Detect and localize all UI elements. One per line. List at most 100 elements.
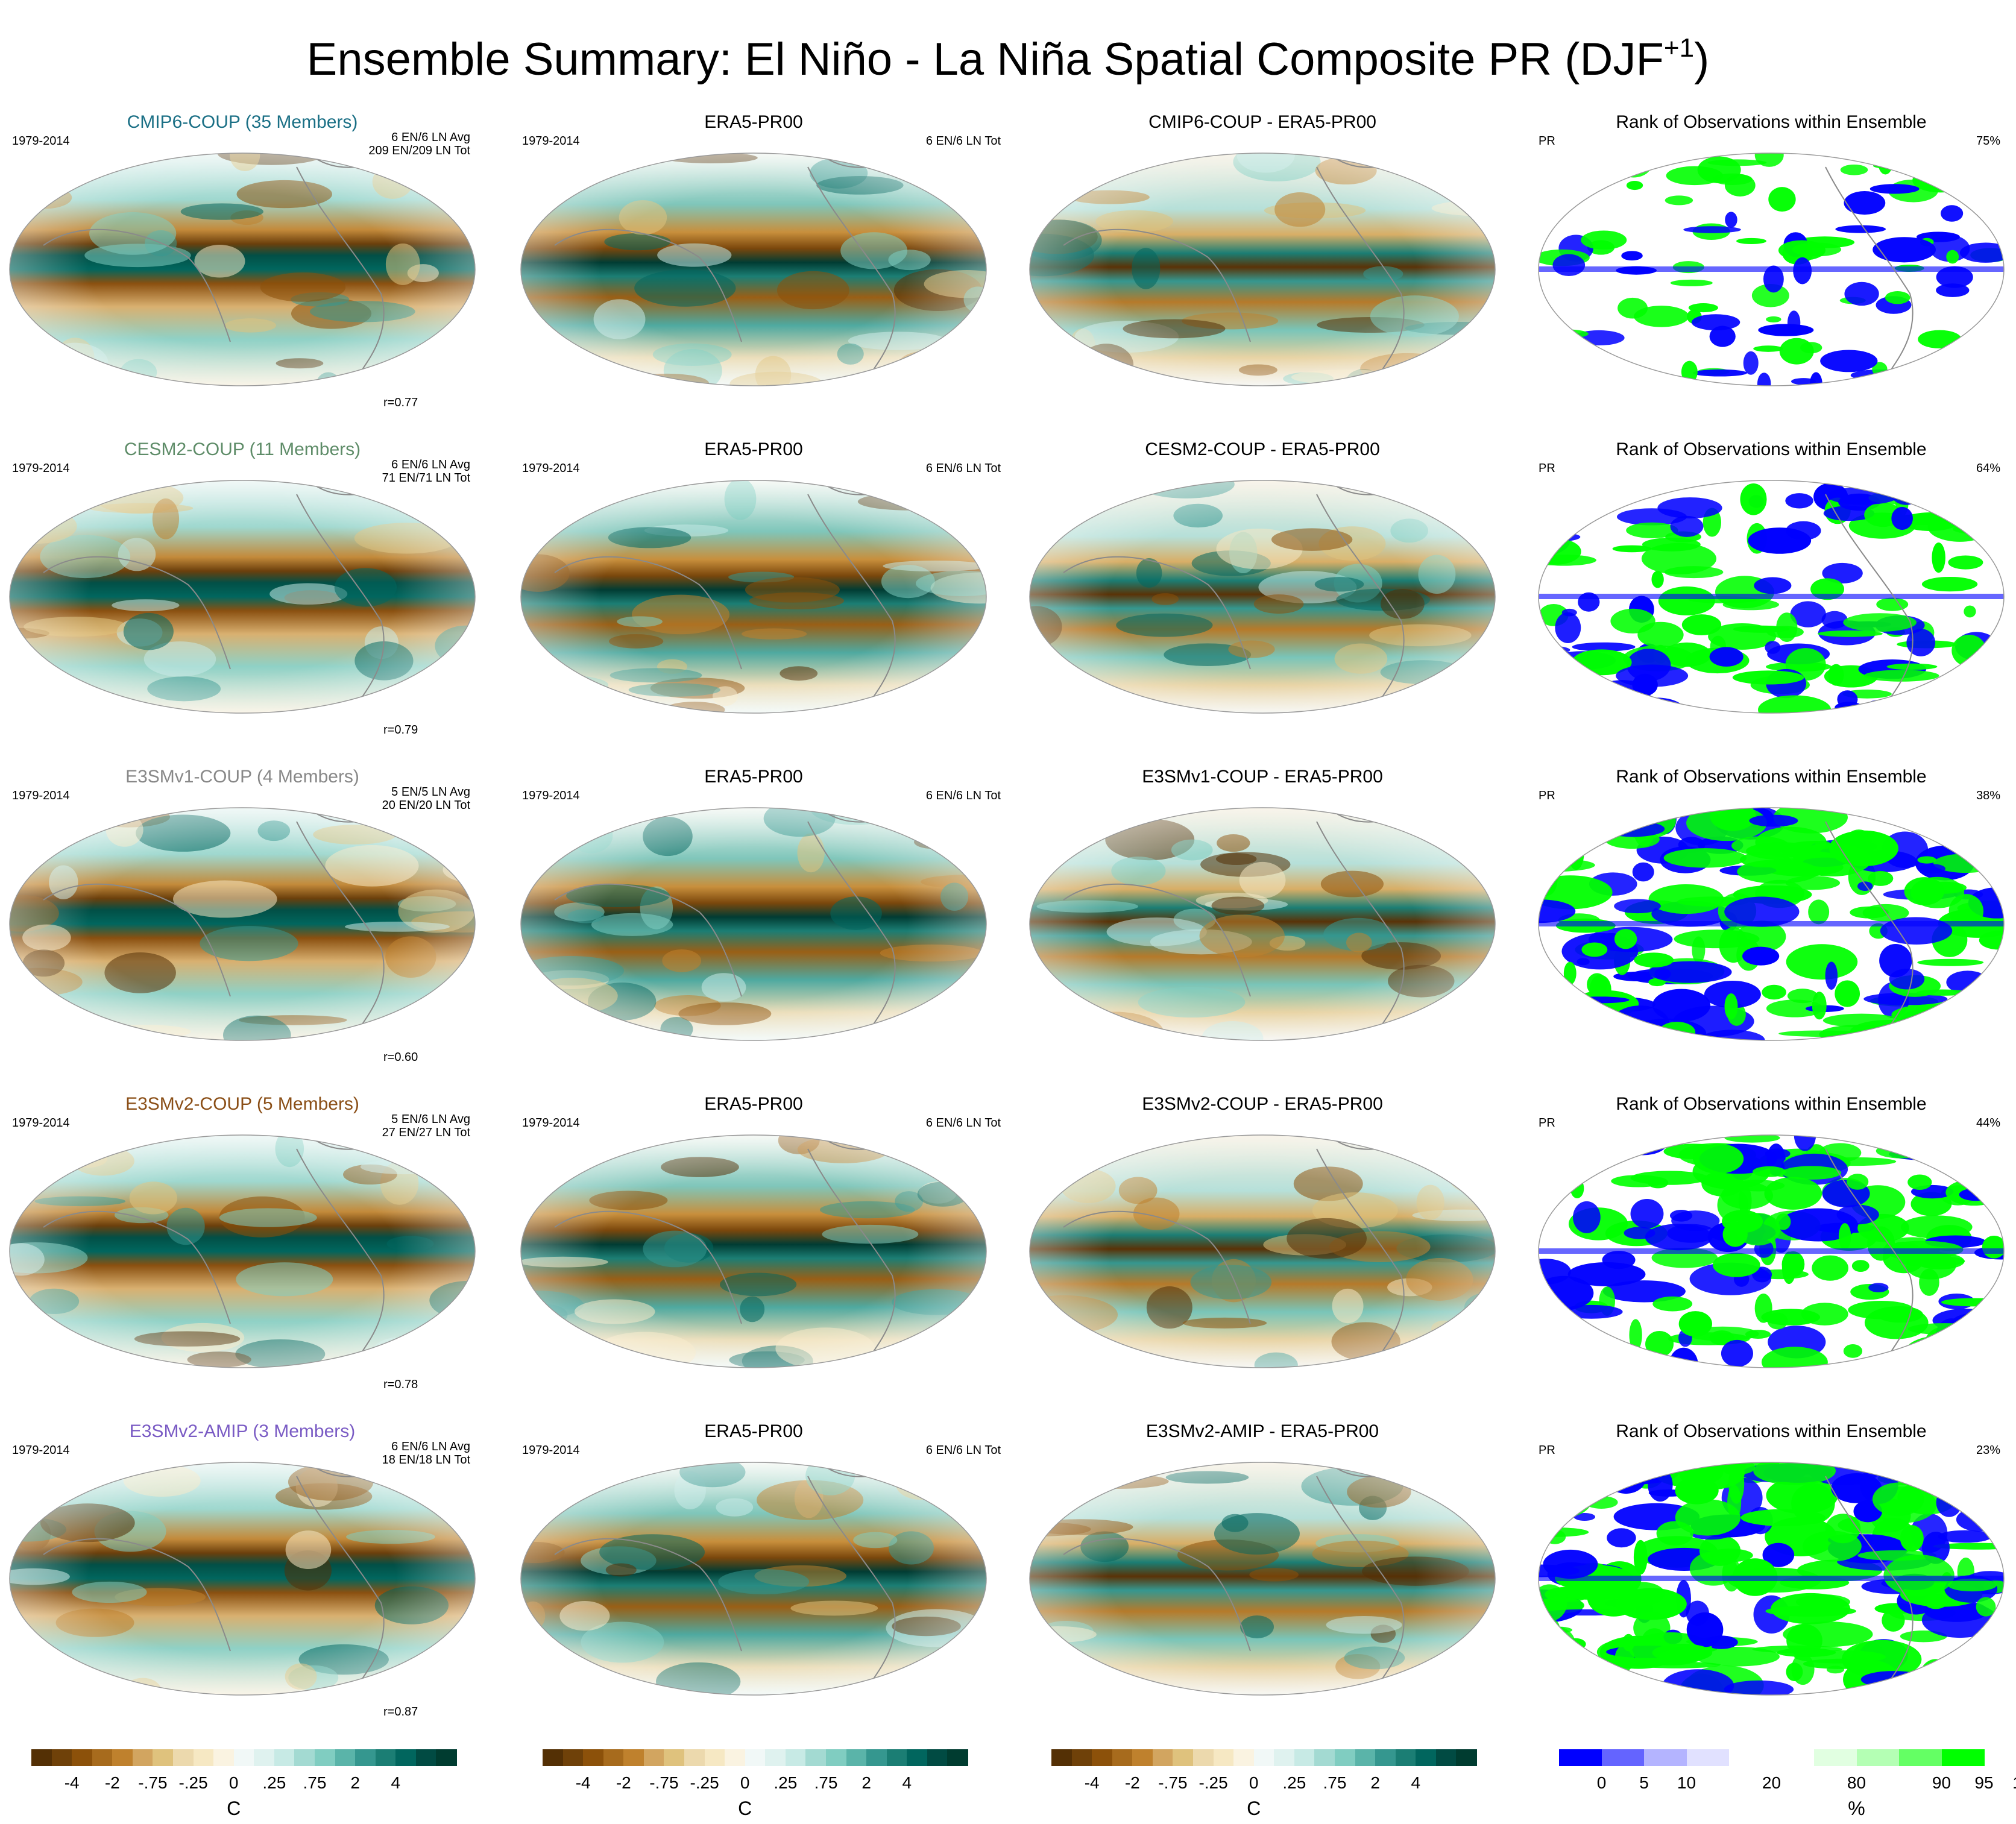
rank-map-2 [1538, 807, 2005, 1041]
diff-map-1 [1029, 480, 1496, 714]
colorbar-swatch [132, 1749, 153, 1766]
rank-var-label: PR [1539, 134, 1555, 148]
obs-panel-title: ERA5-PR00 [704, 439, 803, 459]
colorbar-swatch [1729, 1749, 1772, 1766]
model-tot-label: 209 EN/209 LN Tot [368, 144, 470, 157]
colorbar-tick-label: 10 [1677, 1773, 1696, 1792]
colorbar-swatch [51, 1749, 72, 1766]
colorbar-swatch [846, 1749, 867, 1766]
rank-colorbar: 0 5 10 20 80 90 95 100% [1559, 1749, 2016, 1822]
colorbar-swatch [274, 1749, 295, 1766]
colorbar-swatch [886, 1749, 907, 1766]
colorbar-unit: C [1247, 1797, 1261, 1819]
diff-panel-title: CESM2-COUP - ERA5-PR00 [1145, 439, 1380, 459]
rank-map-4 [1538, 1462, 2005, 1696]
colorbar-swatch [1274, 1749, 1295, 1766]
colorbar-swatch [1335, 1749, 1356, 1766]
colorbar-swatch [193, 1749, 214, 1766]
rank-percent-label: 23% [1976, 1444, 2000, 1457]
colorbar-tick-label: 5 [1639, 1773, 1649, 1792]
colorbar-swatch [745, 1749, 766, 1766]
colorbar-tick-label: -4 [575, 1773, 591, 1792]
colorbar-swatch [1686, 1749, 1730, 1766]
obs-panel-title: ERA5-PR00 [704, 112, 803, 132]
correlation-label: r=0.60 [383, 1051, 418, 1064]
colorbar-swatch [395, 1749, 417, 1766]
colorbar-tick-label: 0 [1249, 1773, 1259, 1792]
model-period-label: 1979-2014 [12, 789, 70, 802]
model-avg-label: 6 EN/6 LN Avg [391, 131, 470, 144]
colorbar-tick-label: 20 [1762, 1773, 1781, 1792]
diff-panel-title: E3SMv2-COUP - ERA5-PR00 [1142, 1094, 1383, 1114]
obs-map-1 [520, 480, 987, 714]
model-avg-label: 6 EN/6 LN Avg [391, 458, 470, 471]
colorbar-swatch [1395, 1749, 1416, 1766]
colorbar-swatch [1132, 1749, 1153, 1766]
correlation-label: r=0.87 [383, 1705, 418, 1719]
colorbar-swatch [173, 1749, 194, 1766]
colorbar-swatch [1173, 1749, 1194, 1766]
colorbar-tick-label: -2 [104, 1773, 120, 1792]
diff-panel-title: E3SMv1-COUP - ERA5-PR00 [1142, 767, 1383, 787]
model-tot-label: 18 EN/18 LN Tot [382, 1453, 470, 1467]
colorbar-swatch [664, 1749, 685, 1766]
obs-panel-title: ERA5-PR00 [704, 1421, 803, 1441]
obs-tot-label: 6 EN/6 LN Tot [925, 1444, 1001, 1457]
obs-tot-label: 6 EN/6 LN Tot [925, 462, 1001, 475]
diff-panel-title: E3SMv2-AMIP - ERA5-PR00 [1145, 1421, 1379, 1441]
model-avg-label: 6 EN/6 LN Avg [391, 1440, 470, 1453]
colorbar-tick-label: 2 [862, 1773, 871, 1792]
colorbar-swatch [1559, 1749, 1602, 1766]
colorbar-swatch [785, 1749, 806, 1766]
rank-map-0 [1538, 153, 2005, 386]
colorbar-tick-label: .25 [1282, 1773, 1306, 1792]
model-period-label: 1979-2014 [12, 462, 70, 475]
colorbar-swatch [213, 1749, 235, 1766]
colorbar-unit: C [738, 1797, 752, 1819]
colorbar-swatch [1071, 1749, 1092, 1766]
colorbar-swatch [1294, 1749, 1315, 1766]
obs-period-label: 1979-2014 [522, 1444, 580, 1457]
colorbar-tick-label: -4 [1084, 1773, 1100, 1792]
obs-tot-label: 6 EN/6 LN Tot [925, 789, 1001, 802]
colorbar-swatch [1314, 1749, 1335, 1766]
colorbar-swatch [1771, 1749, 1815, 1766]
colorbar-swatch [254, 1749, 275, 1766]
colorbar-swatch [684, 1749, 705, 1766]
model-period-label: 1979-2014 [12, 1116, 70, 1130]
rank-var-label: PR [1539, 1444, 1555, 1457]
colorbar-unit: % [1848, 1797, 1865, 1819]
rank-map-1 [1538, 480, 2005, 714]
correlation-label: r=0.79 [383, 723, 418, 737]
colorbar-swatch [1814, 1749, 1857, 1766]
colorbar-swatch [805, 1749, 827, 1766]
colorbar-swatch [92, 1749, 113, 1766]
colorbar-swatch [233, 1749, 254, 1766]
colorbar-tick-label: 0 [1596, 1773, 1607, 1792]
colorbar-swatch [1152, 1749, 1173, 1766]
colorbar-swatch [704, 1749, 725, 1766]
colorbar-swatch [335, 1749, 356, 1766]
obs-map-4 [520, 1462, 987, 1696]
colorbar-swatch [1644, 1749, 1687, 1766]
colorbar-swatch [1416, 1749, 1437, 1766]
model-map-0 [9, 153, 476, 386]
colorbar-tick-label: 0 [228, 1773, 239, 1792]
model-period-label: 1979-2014 [12, 1444, 70, 1457]
diff-map-3 [1029, 1134, 1496, 1368]
colorbar-swatch [1456, 1749, 1477, 1766]
colorbar-swatch [562, 1749, 584, 1766]
model-panel-title: E3SMv2-COUP (5 Members) [125, 1094, 359, 1114]
rank-var-label: PR [1539, 789, 1555, 802]
colorbar-tick-label: 90 [1932, 1773, 1951, 1792]
colorbar-swatch [436, 1749, 457, 1766]
rank-var-label: PR [1539, 1116, 1555, 1130]
colorbar-swatch [1899, 1749, 1942, 1766]
colorbar-swatch [1233, 1749, 1255, 1766]
colorbar-tick-label: .25 [262, 1773, 286, 1792]
model-map-3 [9, 1134, 476, 1368]
colorbar-swatch [31, 1749, 52, 1766]
obs-tot-label: 6 EN/6 LN Tot [925, 134, 1001, 148]
rank-map-3 [1538, 1134, 2005, 1368]
